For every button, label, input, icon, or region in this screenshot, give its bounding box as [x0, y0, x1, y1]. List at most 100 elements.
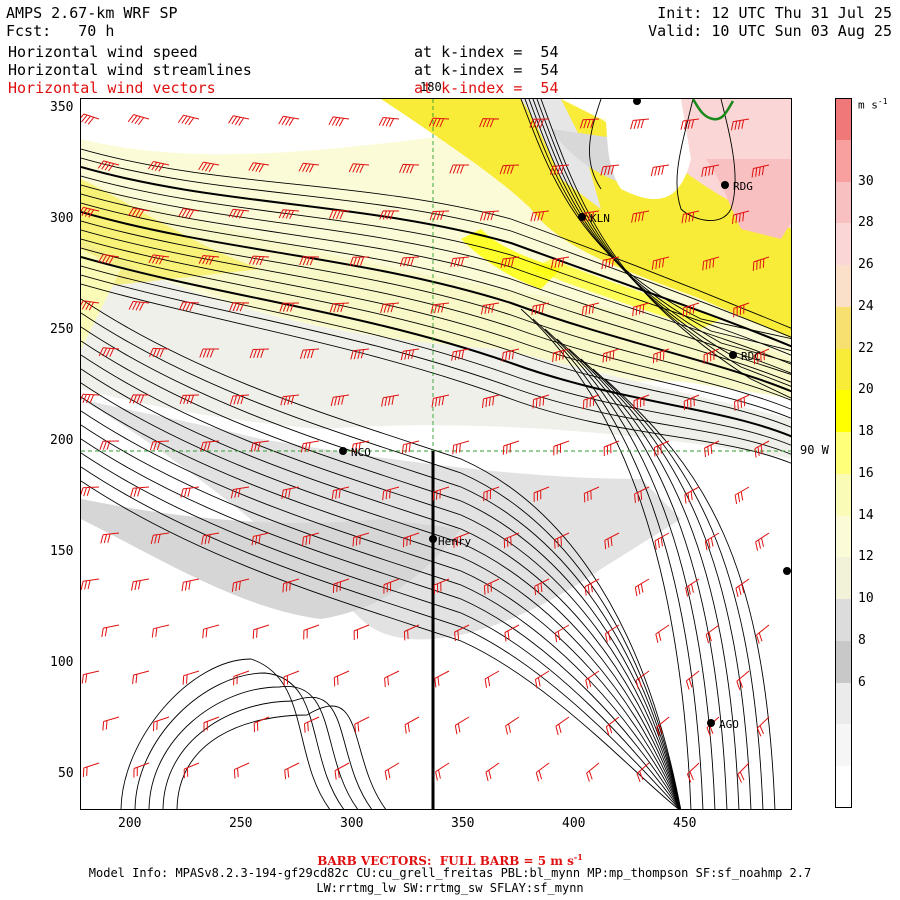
station-label: Henry [438, 535, 471, 548]
wind-barb [253, 716, 270, 733]
wind-barb [632, 302, 650, 317]
station-dot[interactable] [633, 99, 641, 105]
map-plot[interactable]: KLN RDG RDC NCO Henry AGO [80, 98, 792, 810]
wind-barb [654, 532, 670, 550]
wind-barb [605, 624, 620, 643]
wind-barb [401, 440, 420, 454]
colorbar-label: 14 [858, 507, 874, 523]
wind-barb [703, 348, 720, 364]
wind-barb [583, 394, 600, 410]
wind-barb [151, 624, 170, 638]
station-dot[interactable] [707, 719, 715, 727]
station-dot[interactable] [783, 567, 791, 575]
wind-barb [630, 118, 650, 130]
wind-barb [453, 532, 470, 548]
wind-barb [435, 762, 450, 781]
wind-barb [183, 762, 200, 779]
wind-barb [354, 716, 370, 734]
wind-barb [404, 716, 420, 734]
colorbar-label: 30 [858, 173, 874, 189]
wind-barb [633, 394, 650, 410]
station-label: RDC [741, 350, 761, 363]
station-label: KLN [590, 212, 610, 225]
colorbar-label: 24 [858, 298, 874, 314]
wind-barb [233, 762, 250, 779]
station-label: RDG [733, 180, 753, 193]
wind-barb [229, 394, 250, 405]
wind-barb [732, 210, 750, 224]
wind-barb [432, 486, 450, 501]
wind-barb [499, 164, 520, 175]
colorbar-label: 16 [858, 465, 874, 481]
wind-field-map: KLN RDG RDC NCO Henry AGO [81, 99, 791, 809]
wind-barb [552, 348, 570, 363]
wind-barb [251, 532, 270, 546]
wind-barb [701, 164, 720, 177]
wind-barb [730, 118, 750, 131]
wind-barb [428, 117, 450, 128]
wind-barb [278, 209, 300, 219]
wind-barb [656, 716, 670, 736]
wind-barb [182, 670, 200, 685]
wind-barb [734, 486, 750, 504]
wind-barb [201, 532, 220, 545]
wind-barb [756, 716, 770, 737]
wind-barb [583, 486, 600, 503]
wind-barb [485, 762, 500, 782]
station-dot[interactable] [339, 447, 347, 455]
wind-barb [550, 164, 570, 175]
wind-barb [603, 440, 620, 457]
wind-barb [300, 440, 320, 453]
station-dot[interactable] [429, 535, 437, 543]
wind-barb [331, 486, 350, 500]
wind-barb [399, 256, 420, 267]
wind-barb [81, 670, 100, 684]
wind-barb [451, 348, 470, 361]
station-dot[interactable] [729, 351, 737, 359]
wind-barb [299, 256, 320, 266]
wind-barb [298, 162, 320, 173]
wind-barb [198, 161, 220, 172]
wind-barb [98, 347, 120, 357]
wind-barb [702, 256, 720, 271]
wind-barb [529, 118, 550, 128]
station-dot[interactable] [721, 181, 729, 189]
wind-barb [605, 716, 620, 736]
wind-barb [149, 347, 170, 358]
wind-barb [81, 300, 100, 311]
wind-barb [127, 114, 150, 125]
wind-barb [449, 164, 469, 174]
wind-barb [130, 486, 150, 498]
wind-barb [228, 208, 250, 219]
wind-barb [333, 670, 350, 687]
colorbar-label: 28 [858, 215, 874, 231]
station-label: AGO [719, 718, 739, 731]
colorbar-swatch [835, 348, 852, 391]
y-tick: 200 [50, 433, 74, 448]
x-tick: 200 [118, 816, 142, 831]
wind-barb [683, 394, 700, 411]
wind-barb [756, 624, 770, 644]
wind-barb [680, 118, 700, 130]
wind-barb [581, 302, 600, 316]
wind-barb [98, 253, 120, 265]
wind-barb [686, 762, 700, 783]
wind-barb [378, 117, 400, 127]
wind-barb [281, 486, 300, 499]
wind-barb [554, 624, 570, 642]
wind-barb [178, 301, 200, 312]
colorbar-swatch [835, 98, 852, 141]
wind-barb [300, 348, 320, 359]
station-dot[interactable] [578, 213, 586, 221]
wind-barb [752, 256, 770, 271]
wind-barb [102, 716, 120, 731]
wind-barb [81, 393, 100, 404]
wind-barb [653, 440, 670, 457]
colorbar-swatch [835, 181, 852, 224]
wind-barb [500, 256, 520, 268]
y-tick: 150 [50, 544, 74, 559]
wind-barb [101, 624, 120, 638]
colorbar-swatch [835, 557, 852, 600]
wind-barb [284, 762, 300, 780]
wind-barb [329, 209, 350, 220]
